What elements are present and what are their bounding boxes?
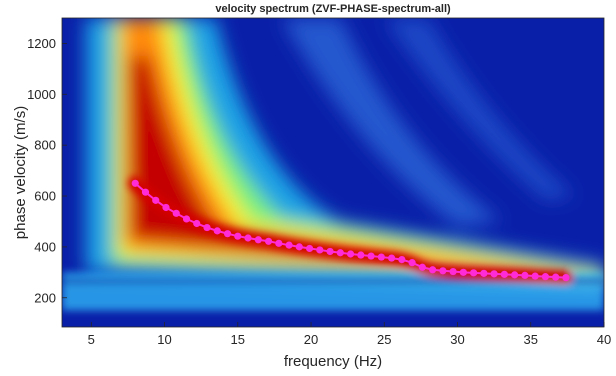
y-tick-label: 200 (34, 290, 56, 305)
x-tick-label: 40 (597, 332, 611, 347)
plot-area (62, 18, 604, 327)
picked-curve-point (480, 269, 488, 277)
picked-curve-point (449, 267, 457, 276)
chart-title: velocity spectrum (ZVF-PHASE-spectrum-al… (215, 3, 451, 15)
picked-curve-point (439, 267, 447, 275)
picked-curve-point (470, 269, 478, 277)
x-tick-label: 15 (231, 332, 245, 347)
x-axis: 5 10 15 20 25 30 35 40 (88, 322, 611, 347)
picked-curve-point (244, 234, 252, 242)
picked-curve-point (541, 273, 550, 281)
picked-curve-point (254, 236, 262, 244)
y-axis: 200 400 600 800 1000 1200 (27, 36, 67, 305)
picked-curve-point (408, 259, 416, 267)
picked-curve-point (429, 266, 437, 274)
picked-curve-point (182, 215, 191, 223)
energy-yellow-region (117, 18, 604, 280)
picked-curve-point (193, 219, 201, 228)
picked-curve-point (203, 223, 211, 232)
picked-curve-point (213, 227, 221, 235)
picked-curve-point (234, 232, 242, 240)
y-tick-label: 800 (34, 138, 56, 153)
plot-frame (61, 17, 605, 328)
picked-curve-point (511, 271, 519, 279)
picked-curve-point (285, 241, 293, 249)
picked-curve-point (398, 256, 406, 264)
picked-curve-point (531, 272, 539, 280)
picked-curve-point (275, 239, 283, 247)
x-tick-label: 10 (157, 332, 171, 347)
y-tick-label: 1000 (27, 87, 56, 102)
picked-curve-point (346, 250, 355, 258)
picked-curve-point (500, 270, 508, 278)
picked-curve-point (387, 254, 396, 262)
x-tick-label: 20 (304, 332, 318, 347)
picked-curve-point (367, 252, 375, 260)
x-tick-label: 5 (88, 332, 95, 347)
picked-curve-point (162, 203, 170, 212)
picked-curve-point (418, 263, 426, 271)
x-tick-label: 25 (377, 332, 391, 347)
picked-curve-point (141, 188, 150, 196)
picked-curve-point (357, 251, 365, 259)
picked-curve-point (264, 237, 273, 245)
x-tick-label: 30 (450, 332, 464, 347)
picked-curve-point (316, 246, 324, 254)
picked-curve-point (326, 247, 334, 256)
picked-curve-point (172, 209, 180, 217)
picked-dispersion-curve (131, 179, 570, 282)
picked-curve-point (490, 270, 498, 278)
energy-blue-streak (281, 18, 502, 227)
picked-curve-point (295, 243, 303, 251)
spectrum-energy-layer (85, 18, 604, 288)
y-axis-label: phase velocity (m/s) (12, 106, 29, 239)
picked-curve-point (552, 273, 560, 281)
x-tick-label: 35 (524, 332, 538, 347)
energy-red-core (127, 56, 414, 268)
picked-curve-point (562, 274, 570, 282)
energy-blue-streak-2 (384, 18, 575, 202)
y-tick-label: 1200 (27, 36, 56, 51)
picked-curve-point (131, 179, 139, 187)
energy-low-dark-band (62, 278, 604, 284)
y-tick-label: 600 (34, 189, 56, 204)
picked-curve-point (223, 230, 232, 238)
picked-curve-point (336, 249, 344, 257)
y-tick-label: 400 (34, 239, 56, 254)
picked-curve-point (305, 244, 314, 253)
x-axis-label: frequency (Hz) (284, 353, 382, 370)
picked-curve-point (152, 196, 160, 204)
picked-curve-point (521, 271, 529, 279)
picked-curve-point (377, 253, 385, 261)
picked-curve-point (459, 268, 467, 276)
